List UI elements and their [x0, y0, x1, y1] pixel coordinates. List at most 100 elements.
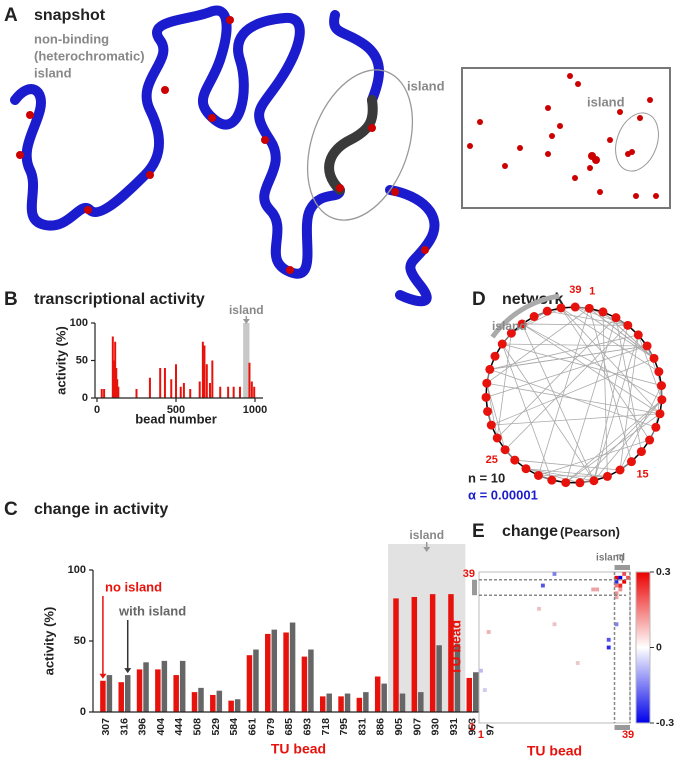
network-edge [501, 343, 595, 481]
bar [466, 677, 473, 712]
network-node [482, 378, 492, 388]
x-tick-label: 953 [466, 718, 478, 736]
bar [201, 341, 204, 398]
y-axis-label: activity (%) [53, 326, 68, 395]
arrowhead [616, 554, 623, 563]
network-node [575, 478, 585, 488]
network-node [483, 406, 493, 416]
network-edge [486, 308, 590, 384]
bar [338, 696, 344, 712]
bar [179, 660, 186, 712]
y-tick-label: 50 [76, 354, 88, 366]
bar [117, 386, 120, 398]
bar [265, 633, 271, 712]
bar [399, 693, 406, 712]
annotation: (heterochromatic) [34, 48, 145, 63]
network-node [651, 422, 661, 432]
y-axis-label: activity (%) [41, 607, 56, 676]
network-edge [579, 399, 663, 484]
legend-label: no island [105, 579, 162, 594]
heatmap-cell [614, 583, 619, 588]
inset-frame [461, 67, 671, 209]
bar [143, 662, 149, 712]
network-node [611, 313, 621, 323]
bar [326, 693, 332, 712]
bar [113, 360, 116, 398]
node-label: 25 [486, 454, 498, 466]
network-node [481, 392, 491, 402]
x-tick-label: 930 [430, 718, 442, 736]
bar [191, 692, 198, 712]
network-node [623, 320, 633, 330]
x-tick-label: 886 [375, 718, 387, 736]
x-tick-label: 693 [301, 718, 313, 736]
network-node [633, 330, 643, 340]
network-node [529, 312, 539, 322]
bar [189, 389, 192, 398]
network-node [589, 476, 599, 486]
network-node [655, 409, 665, 419]
annotation: n = 10 [468, 470, 505, 485]
heatmap-cell [552, 572, 557, 576]
panel-title: change [502, 523, 558, 540]
network-edge [602, 311, 655, 359]
bar [219, 386, 222, 398]
bar [250, 381, 253, 398]
panel-letter: E [472, 521, 485, 542]
panel-title: change in activity [34, 501, 168, 518]
heatmap-cell [486, 630, 491, 634]
bar [246, 655, 253, 712]
heatmap-cell [540, 583, 545, 588]
x-axis-label: bead number [135, 411, 217, 426]
bar [159, 368, 162, 398]
network-node [517, 319, 527, 329]
x-tick-label: 307 [100, 718, 112, 736]
heatmap-cell [614, 595, 619, 600]
polymer [329, 10, 440, 307]
x-tick-label: 905 [393, 718, 405, 736]
network-edge [565, 399, 663, 483]
bar [448, 594, 454, 712]
bar [208, 383, 211, 398]
heatmap-cell [552, 622, 557, 627]
bar [381, 683, 387, 712]
network-node [642, 341, 652, 351]
network-edge [560, 307, 650, 441]
inset-island-label: island [587, 94, 625, 109]
network-edge [655, 385, 662, 428]
x-tick-label: 1000 [243, 404, 267, 416]
network-node [490, 351, 500, 361]
bar [106, 675, 113, 712]
highlight-label: island [596, 553, 625, 564]
island-bar [614, 565, 630, 570]
network-node [645, 435, 655, 445]
bar [210, 694, 216, 712]
bar [124, 675, 131, 712]
heatmap-cell [575, 661, 580, 665]
heatmap-cell [591, 587, 596, 592]
bar [182, 383, 185, 398]
network-edge [486, 383, 498, 439]
y-tick-label: 39 [463, 568, 475, 580]
bar [393, 598, 399, 712]
highlight-label: island [409, 528, 444, 542]
bar [114, 341, 117, 398]
island-bar [614, 725, 630, 730]
network-node [510, 455, 520, 465]
bar [356, 697, 363, 712]
x-tick-label: 718 [320, 718, 332, 736]
colorbar [635, 571, 651, 724]
x-tick-label: 685 [283, 718, 295, 736]
bar [135, 389, 138, 398]
network-edge [593, 399, 663, 481]
y-tick-label: 1 [469, 721, 475, 733]
bar [118, 682, 124, 712]
network-edge [538, 308, 590, 476]
heatmap-cell [618, 575, 623, 580]
island-arc [490, 293, 560, 339]
heatmap-cell [606, 645, 611, 650]
arrowhead [99, 673, 107, 679]
bar [198, 687, 204, 712]
x-tick-label: 584 [228, 718, 240, 736]
